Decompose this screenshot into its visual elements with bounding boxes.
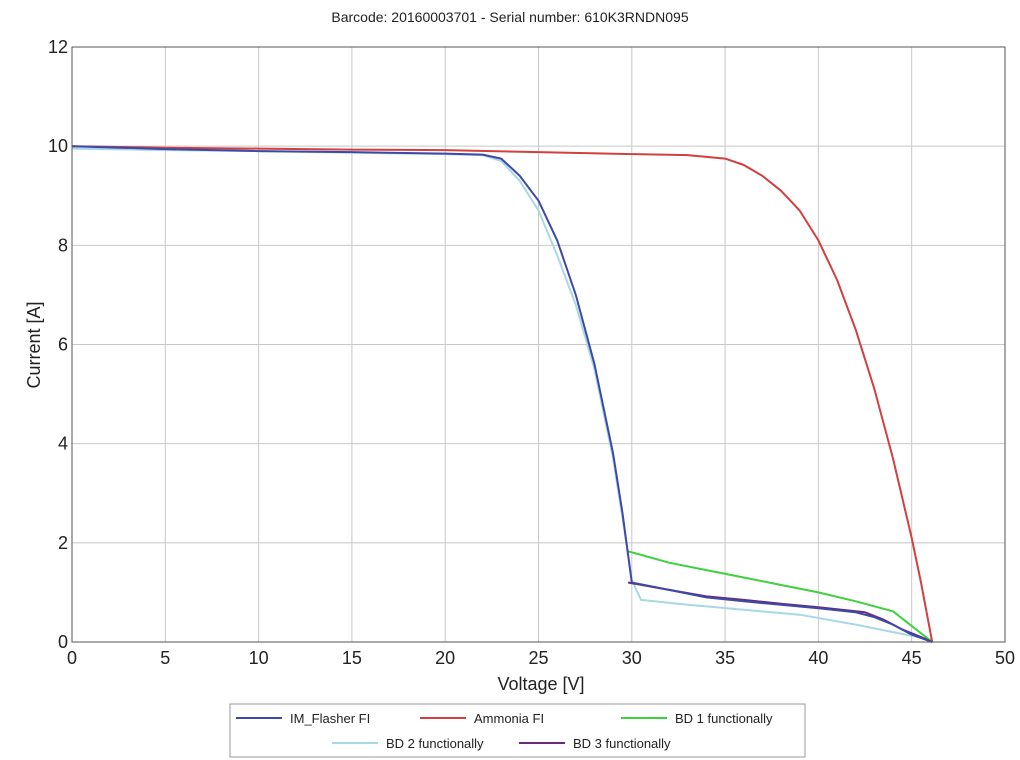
legend-entry: BD 1 functionally xyxy=(675,711,773,726)
chart-title: Barcode: 20160003701 - Serial number: 61… xyxy=(331,9,688,25)
x-tick-label: 15 xyxy=(342,648,362,668)
legend-box xyxy=(229,703,806,758)
series-line xyxy=(71,145,934,643)
series-line xyxy=(627,550,933,643)
y-tick-label: 8 xyxy=(58,235,68,255)
legend-entry: IM_Flasher FI xyxy=(290,711,370,726)
x-tick-label: 40 xyxy=(808,648,828,668)
y-tick-label: 4 xyxy=(58,434,68,454)
x-axis-label: Voltage [V] xyxy=(497,674,584,694)
x-tick-label: 5 xyxy=(160,648,170,668)
legend: IM_Flasher FI Ammonia FI BD 1 functionally… xyxy=(229,703,806,758)
series-line xyxy=(71,145,933,643)
y-axis-label: Current [A] xyxy=(24,301,44,388)
y-tick-label: 2 xyxy=(58,533,68,553)
legend-entry: Ammonia FI xyxy=(474,711,544,726)
x-tick-label: 50 xyxy=(995,648,1015,668)
x-tick-label: 45 xyxy=(902,648,922,668)
tick-labels: 0 5 10 15 20 25 30 35 40 45 50 0 2 4 6 8 10 12 xyxy=(48,37,1015,668)
x-tick-label: 0 xyxy=(67,648,77,668)
series-layer xyxy=(71,145,934,643)
x-tick-label: 20 xyxy=(435,648,455,668)
legend-entry: BD 3 functionally xyxy=(573,736,671,751)
plot-frame xyxy=(71,46,1006,643)
y-tick-label: 0 xyxy=(58,632,68,652)
x-tick-label: 10 xyxy=(249,648,269,668)
legend-entry: BD 2 functionally xyxy=(386,736,484,751)
x-tick-label: 35 xyxy=(715,648,735,668)
y-tick-label: 6 xyxy=(58,335,68,355)
y-tick-label: 12 xyxy=(48,37,68,57)
y-tick-label: 10 xyxy=(48,136,68,156)
x-tick-label: 25 xyxy=(528,648,548,668)
x-tick-label: 30 xyxy=(622,648,642,668)
